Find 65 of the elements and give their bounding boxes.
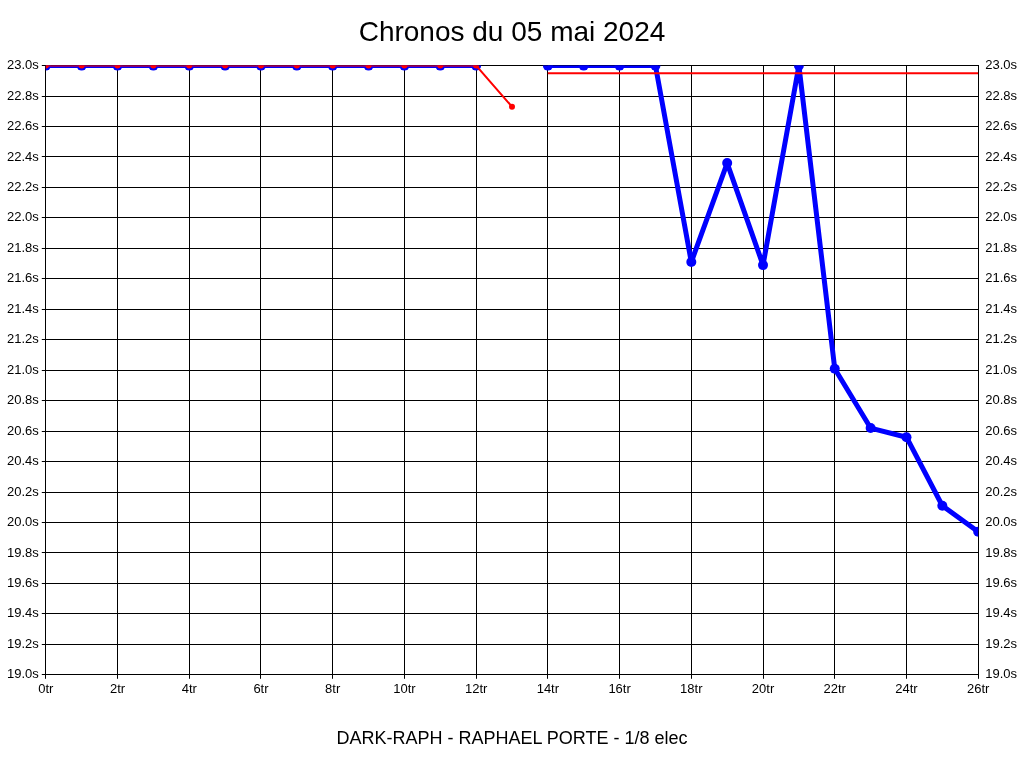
- x-tick-label: 6tr: [253, 681, 270, 697]
- y2-tick-label: 21.4s: [985, 300, 1018, 316]
- y-tick-label: 19.4s: [6, 605, 40, 621]
- y2-tick-label: 20.4s: [985, 453, 1018, 469]
- x-axis-title: DARK-RAPH - RAPHAEL PORTE - 1/8 elec: [336, 728, 688, 749]
- y-tick-label: 21.2s: [6, 331, 40, 347]
- y2-tick-label: 20.8s: [985, 392, 1018, 408]
- y2-tick-label: 21.8s: [985, 239, 1018, 255]
- y2-tick-label: 19.4s: [985, 605, 1018, 621]
- x-tick-label: 22tr: [823, 681, 847, 697]
- y-tick-label: 21.4s: [6, 300, 40, 316]
- point: [937, 500, 948, 511]
- y-tick-label: 23.0s: [6, 57, 40, 73]
- point: [509, 103, 515, 110]
- y2-tick-label: 23.0s: [985, 57, 1018, 73]
- y-tick-label: 20.2s: [6, 483, 40, 499]
- x-tick-label: 24tr: [895, 681, 919, 697]
- y-tick-label: 20.8s: [6, 392, 40, 408]
- y-tick-label: 19.2s: [6, 635, 40, 651]
- y-tick-label: 19.6s: [6, 575, 40, 590]
- x-tick-label: 12tr: [464, 681, 489, 697]
- y2-tick-label: 20.6s: [985, 422, 1018, 438]
- y-tick-label: 22.8s: [6, 87, 40, 103]
- chart-title: Chronos du 05 mai 2024: [358, 15, 666, 47]
- y2-tick-label: 22.8s: [985, 87, 1018, 103]
- x-tick-label: 4tr: [181, 681, 198, 697]
- y2-tick-label: 19.0s: [985, 666, 1018, 682]
- y-tick-label: 21.8s: [6, 239, 40, 255]
- x-tick-label: 0tr: [38, 681, 55, 697]
- y2-tick-label: 21.0s: [985, 361, 1018, 377]
- x-tick-label: 20tr: [751, 681, 775, 697]
- x-tick-label: 8tr: [325, 681, 341, 697]
- y-tick-label: 22.4s: [6, 148, 40, 164]
- y-tick-label: 21.0s: [6, 361, 40, 377]
- y2-tick-label: 21.2s: [985, 331, 1018, 347]
- y2-tick-label: 19.8s: [985, 544, 1018, 560]
- x-tick-label: 10tr: [393, 681, 417, 697]
- x-tick-label: 18tr: [680, 681, 704, 697]
- x-tick-label: 2tr: [109, 681, 126, 697]
- y2-tick-label: 20.2s: [985, 483, 1018, 499]
- y-tick-label: 20.6s: [6, 422, 40, 438]
- point: [829, 363, 840, 374]
- y-tick-label: 19.0s: [6, 666, 40, 682]
- y2-tick-label: 21.6s: [985, 270, 1018, 286]
- point: [758, 260, 769, 271]
- point: [865, 423, 876, 434]
- y2-tick-label: 19.2s: [985, 635, 1018, 651]
- y-tick-label: 19.8s: [6, 544, 40, 560]
- y2-tick-label: 22.2s: [985, 179, 1018, 195]
- y2-tick-label: 20.0s: [985, 514, 1018, 530]
- y-tick-label: 20.0s: [6, 514, 40, 530]
- x-tick-label: 26tr: [967, 681, 991, 697]
- x-tick-label: 14tr: [536, 681, 560, 697]
- point: [686, 257, 697, 268]
- y-tick-label: 21.6s: [6, 270, 40, 286]
- y-tick-label: 22.0s: [6, 209, 40, 225]
- y-tick-label: 20.4s: [6, 453, 40, 469]
- point: [901, 432, 912, 443]
- x-tick-label: 16tr: [608, 681, 632, 697]
- y2-tick-label: 22.0s: [985, 209, 1018, 225]
- y2-tick-label: 22.6s: [985, 118, 1018, 134]
- y2-tick-label: 19.6s: [985, 575, 1018, 590]
- y-tick-label: 22.6s: [6, 118, 40, 134]
- y2-tick-label: 22.4s: [985, 148, 1018, 164]
- y-tick-label: 22.2s: [6, 179, 40, 195]
